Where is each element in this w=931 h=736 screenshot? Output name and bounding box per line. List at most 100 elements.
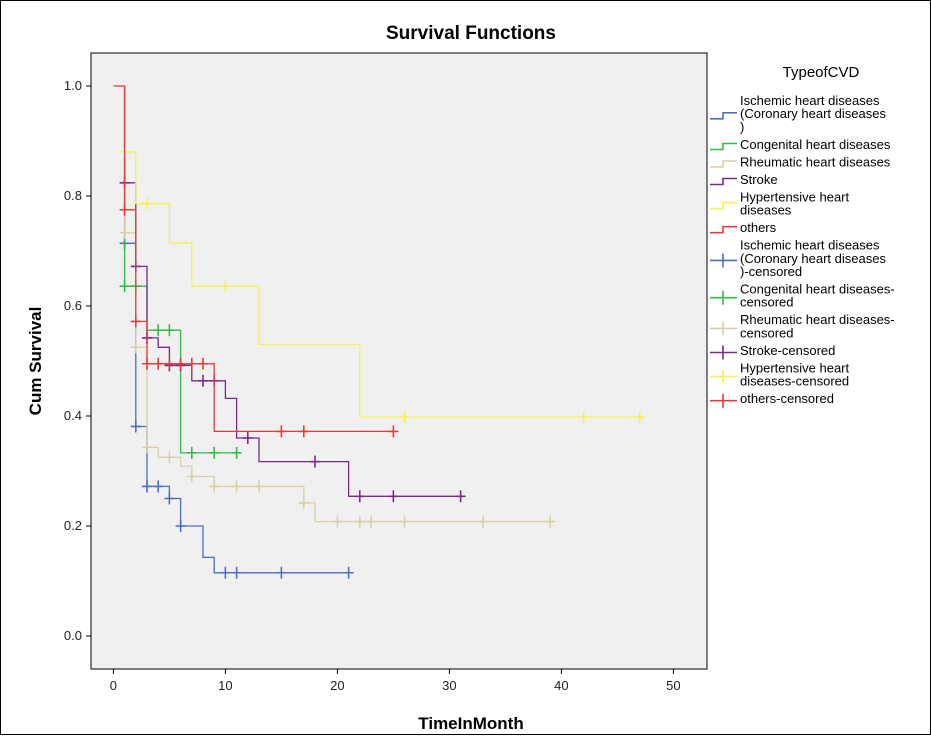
censor-mark bbox=[366, 515, 376, 528]
censor-mark bbox=[153, 324, 164, 337]
legend-item: Stroke-censored bbox=[710, 343, 835, 360]
legend-censor-symbol bbox=[710, 290, 737, 305]
legend: Ischemic heart diseases(Coronary heart d… bbox=[710, 93, 895, 408]
legend-censor-symbol bbox=[710, 369, 737, 384]
censor-mark bbox=[119, 203, 130, 216]
x-tick-label: 0 bbox=[110, 678, 117, 693]
legend-label: diseases bbox=[740, 203, 792, 218]
censor-mark bbox=[298, 496, 309, 509]
censor-mark bbox=[186, 470, 197, 483]
censor-mark bbox=[276, 425, 287, 438]
legend-step-symbol bbox=[710, 142, 737, 151]
censor-mark bbox=[130, 420, 141, 433]
y-tick-label: 1.0 bbox=[64, 78, 82, 93]
censor-mark bbox=[231, 446, 242, 459]
censor-mark bbox=[209, 446, 220, 459]
censor-mark bbox=[119, 280, 130, 293]
series-group bbox=[113, 85, 399, 438]
legend-item: Congenital heart diseases bbox=[710, 137, 891, 152]
censor-mark bbox=[354, 490, 365, 503]
censor-mark bbox=[220, 566, 231, 579]
legend-label: Rheumatic heart diseases- bbox=[740, 312, 895, 327]
series-group bbox=[119, 86, 556, 528]
legend-title: TypeofCVD bbox=[783, 64, 860, 81]
legend-label: others bbox=[740, 220, 777, 235]
censor-mark bbox=[276, 566, 287, 579]
x-tick-label: 30 bbox=[442, 678, 456, 693]
legend-label: Hypertensive heart bbox=[740, 189, 849, 204]
censor-mark bbox=[142, 357, 152, 370]
censor-mark bbox=[142, 441, 152, 454]
censor-mark bbox=[198, 357, 208, 370]
censor-mark bbox=[130, 315, 141, 328]
y-tick-label: 0.6 bbox=[64, 298, 82, 313]
censor-mark bbox=[164, 324, 175, 337]
chart-title: Survival Functions bbox=[386, 23, 556, 44]
censor-mark bbox=[399, 515, 410, 528]
censor-mark bbox=[209, 480, 220, 493]
censor-mark bbox=[164, 492, 175, 505]
legend-item: Congenital heart diseases-censored bbox=[710, 282, 895, 310]
censor-mark bbox=[164, 451, 175, 464]
censor-mark bbox=[354, 515, 365, 528]
legend-label: censored bbox=[740, 325, 793, 340]
censor-mark bbox=[310, 455, 320, 468]
censor-mark bbox=[220, 280, 231, 293]
censor-mark bbox=[130, 341, 141, 354]
censor-mark bbox=[231, 480, 242, 493]
legend-label: (Coronary heart diseases bbox=[740, 106, 886, 121]
legend-censor-symbol bbox=[710, 253, 737, 268]
censor-mark bbox=[142, 197, 152, 210]
legend-step-symbol bbox=[710, 201, 737, 210]
legend-item: Rheumatic heart diseases-censored bbox=[710, 312, 895, 340]
legend-step-symbol bbox=[710, 160, 737, 168]
censor-mark bbox=[298, 425, 309, 438]
y-tick-label: 0.2 bbox=[64, 518, 82, 533]
y-axis: 0.0 0.2 0.4 0.6 0.8 1.0 bbox=[64, 78, 91, 643]
censor-mark bbox=[455, 490, 466, 503]
censor-mark bbox=[186, 357, 197, 370]
survival-step-line bbox=[113, 85, 394, 433]
legend-label: censored bbox=[740, 295, 793, 310]
x-tick-label: 40 bbox=[554, 678, 568, 693]
legend-step-symbol bbox=[710, 225, 737, 234]
legend-label: Congenital heart diseases bbox=[740, 137, 891, 152]
series-group bbox=[119, 86, 645, 424]
legend-censor-symbol bbox=[710, 345, 737, 360]
legend-label: Stroke-censored bbox=[740, 343, 835, 358]
legend-censor-symbol bbox=[710, 321, 737, 336]
legend-item: Stroke bbox=[710, 172, 778, 187]
y-tick-label: 0.8 bbox=[64, 188, 82, 203]
censor-mark bbox=[578, 411, 589, 424]
y-tick-label: 0.4 bbox=[64, 408, 82, 423]
legend-label: )-censored bbox=[740, 264, 802, 279]
legend-label: Congenital heart diseases- bbox=[740, 282, 895, 297]
x-axis: 0 10 20 30 40 50 bbox=[110, 669, 681, 693]
legend-item: Ischemic heart diseases(Coronary heart d… bbox=[710, 93, 886, 134]
x-tick-label: 10 bbox=[218, 678, 232, 693]
censor-mark bbox=[545, 515, 556, 528]
x-axis-label: TimeInMonth bbox=[418, 714, 523, 733]
censor-mark bbox=[175, 357, 186, 370]
censor-mark bbox=[175, 520, 186, 532]
series-layer bbox=[113, 85, 645, 579]
censor-mark bbox=[399, 411, 410, 424]
legend-step-symbol bbox=[710, 112, 737, 120]
survival-step-line bbox=[123, 86, 640, 418]
y-tick-label: 0.0 bbox=[64, 628, 82, 643]
censor-mark bbox=[186, 446, 197, 459]
legend-label: Rheumatic heart diseases bbox=[740, 154, 891, 169]
plot-area bbox=[90, 52, 708, 670]
censor-mark bbox=[153, 357, 164, 370]
censor-mark bbox=[343, 566, 354, 579]
legend-label: (Coronary heart diseases bbox=[740, 251, 886, 266]
censor-mark bbox=[198, 374, 208, 387]
legend-item: others bbox=[710, 220, 777, 235]
x-tick-label: 20 bbox=[330, 678, 344, 693]
legend-label: Hypertensive heart bbox=[740, 360, 849, 375]
legend-censor-symbol bbox=[710, 393, 737, 408]
